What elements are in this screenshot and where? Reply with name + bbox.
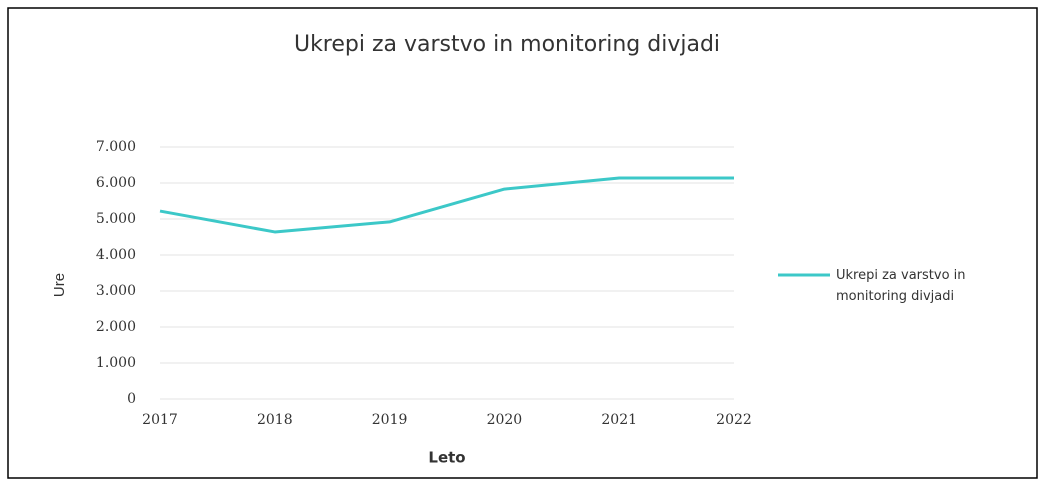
x-tick-label: 2017 (142, 412, 178, 428)
y-tick-label: 7.000 (96, 139, 136, 155)
x-tick-label: 2022 (716, 412, 752, 428)
y-tick-label: 4.000 (96, 247, 136, 263)
x-tick-label: 2020 (487, 412, 523, 428)
y-tick-label: 2.000 (96, 319, 136, 335)
frame (7, 7, 1038, 479)
x-tick-label: 2019 (372, 412, 408, 428)
y-tick-label: 3.000 (96, 283, 136, 299)
y-axis-label: Ure (51, 273, 68, 297)
y-tick-label: 6.000 (96, 175, 136, 191)
y-tick-label: 5.000 (96, 211, 136, 227)
x-tick-label: 2021 (601, 412, 637, 428)
y-tick-label: 0 (127, 391, 136, 407)
x-axis-label: Leto (428, 449, 465, 467)
x-tick-label: 2018 (257, 412, 293, 428)
line (159, 176, 734, 234)
legend-label: Ukrepi za varstvo in monitoring divjadi (836, 268, 966, 304)
chart-title: Ukrepi za varstvo in monitoring divjadi (294, 32, 720, 57)
y-tick-label: 1.000 (96, 355, 136, 371)
